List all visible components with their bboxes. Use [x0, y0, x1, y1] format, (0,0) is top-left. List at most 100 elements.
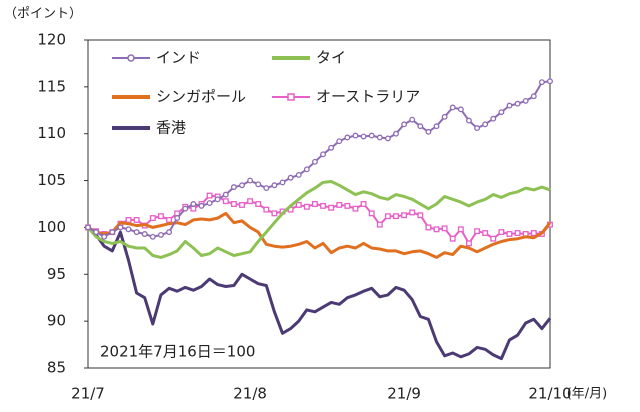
x-axis-unit: (年/月): [567, 387, 608, 402]
series-line: [86, 180, 551, 259]
point: [230, 184, 237, 191]
point: [433, 123, 440, 130]
point: [401, 121, 408, 128]
point: [133, 216, 140, 223]
series-line: [86, 226, 552, 361]
point: [206, 200, 213, 207]
point: [328, 204, 335, 211]
point: [125, 216, 132, 223]
point: [166, 229, 173, 236]
y-tick-label: 85: [47, 359, 66, 377]
point: [441, 113, 448, 120]
point: [303, 166, 310, 173]
point: [166, 216, 173, 223]
point: [457, 226, 464, 233]
point: [157, 213, 164, 220]
point: [498, 109, 505, 116]
x-tick-label: 21/8: [233, 385, 267, 403]
point: [514, 100, 521, 107]
point: [506, 102, 513, 109]
point: [101, 233, 108, 240]
point: [255, 181, 262, 188]
y-axis-label: （ポイント）: [4, 7, 82, 22]
point: [247, 198, 254, 205]
series-line: [87, 211, 552, 259]
point: [206, 192, 213, 199]
point: [441, 225, 448, 232]
y-tick-label: 115: [37, 77, 66, 95]
point: [230, 201, 237, 207]
point: [239, 182, 245, 189]
point: [465, 117, 472, 124]
point: [182, 205, 189, 212]
series-line: [87, 80, 551, 238]
point: [222, 198, 229, 205]
point: [311, 201, 318, 207]
point: [279, 179, 286, 186]
legend-label: タイ: [316, 49, 346, 67]
legend-label: シンガポール: [156, 88, 246, 106]
point: [506, 231, 513, 237]
point: [474, 125, 481, 132]
y-tick-label: 95: [47, 265, 66, 283]
point: [311, 158, 318, 165]
point: [498, 229, 505, 236]
point: [376, 134, 383, 141]
point: [344, 134, 351, 141]
point: [93, 229, 100, 236]
point: [514, 230, 521, 237]
point: [368, 132, 375, 139]
y-tick-label: 90: [47, 312, 66, 330]
x-tick-label: 21/10: [528, 385, 571, 403]
point: [239, 201, 245, 208]
point: [352, 132, 359, 139]
point: [271, 182, 278, 189]
point: [190, 205, 197, 212]
point: [263, 185, 270, 192]
point: [263, 206, 270, 213]
point: [393, 130, 399, 137]
point: [360, 133, 367, 140]
x-tick-label: 21/9: [387, 385, 421, 403]
point: [149, 233, 156, 240]
point: [336, 201, 343, 208]
point: [109, 229, 116, 236]
point: [320, 202, 327, 209]
point: [482, 230, 489, 237]
point: [214, 196, 221, 203]
point: [247, 177, 254, 184]
point: [417, 212, 424, 219]
point: [393, 213, 399, 220]
point: [125, 226, 132, 233]
x-tick-label: 21/7: [71, 385, 105, 403]
point: [425, 224, 432, 231]
point: [328, 144, 335, 151]
point: [482, 121, 489, 128]
point: [287, 174, 294, 181]
point: [157, 231, 164, 238]
point: [376, 221, 383, 228]
point: [368, 210, 375, 217]
point: [198, 202, 205, 209]
annotation: 2021年7月16日＝100: [100, 343, 255, 361]
point: [255, 201, 262, 207]
point: [433, 226, 440, 233]
point: [449, 235, 456, 242]
point: [409, 209, 416, 216]
point: [271, 210, 278, 217]
point: [401, 212, 408, 219]
point: [384, 135, 391, 142]
point: [474, 228, 481, 235]
point: [425, 128, 432, 135]
point: [320, 151, 327, 158]
point: [457, 106, 464, 113]
point: [490, 235, 497, 242]
point: [449, 104, 456, 111]
legend-label: 香港: [156, 119, 186, 137]
point: [538, 79, 545, 86]
legend-label: インド: [156, 49, 201, 67]
legend-marker: [287, 93, 295, 101]
point: [117, 224, 124, 231]
point: [141, 231, 148, 237]
point: [222, 191, 229, 198]
